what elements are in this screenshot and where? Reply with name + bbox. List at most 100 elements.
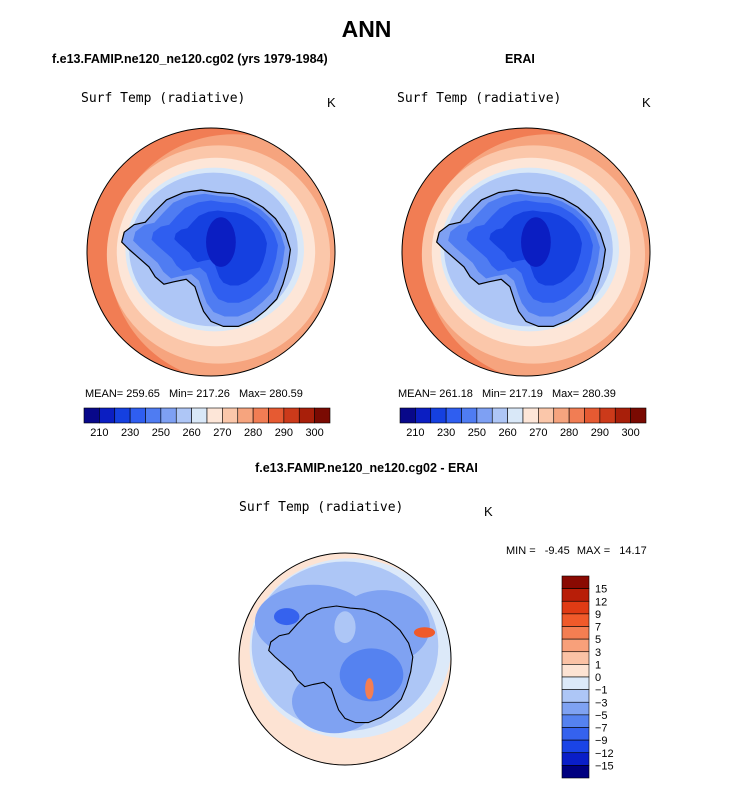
- colorbar-swatch: [461, 407, 478, 424]
- colorbar-swatch: [491, 407, 508, 424]
- colorbar-tick-label: 250: [468, 427, 486, 439]
- colorbar-swatch: [568, 407, 585, 424]
- continent-core-215: [521, 217, 551, 267]
- coastline: [121, 189, 292, 327]
- left-stats: MEAN= 259.65 Min= 217.26 Max= 280.59: [85, 388, 303, 400]
- colorbar-tick-label: 1: [595, 659, 601, 671]
- right-mean-value: 261.18: [439, 388, 473, 400]
- colorbar-swatch: [145, 407, 162, 424]
- diff-hotspot: [413, 627, 436, 638]
- right-min-label: Min=: [482, 388, 507, 400]
- colorbar-swatch: [507, 407, 524, 424]
- coastline: [436, 189, 607, 327]
- colorbar-swatch: [160, 407, 177, 424]
- left-max-value: 280.59: [269, 388, 303, 400]
- right-stats: MEAN= 261.18 Min= 217.19 Max= 280.39: [398, 388, 616, 400]
- left-max-label: Max=: [238, 388, 267, 400]
- diff-hotspot-2: [365, 678, 374, 700]
- diff-patch-m5: [339, 648, 404, 702]
- map-border: [86, 127, 336, 377]
- left-mean-label: MEAN=: [85, 388, 124, 400]
- colorbar-swatch: [584, 407, 601, 424]
- colorbar-tick-label: 300: [305, 427, 323, 439]
- colorbar-swatch: [191, 407, 208, 424]
- colorbar-tick-label: 300: [621, 427, 639, 439]
- colorbar-swatch: [561, 588, 590, 602]
- colorbar-swatch: [252, 407, 269, 424]
- map-1: [401, 127, 651, 377]
- main-title: ANN: [341, 16, 392, 42]
- left-panel-title: f.e13.FAMIP.ne120_ne120.cg02 (yrs 1979-1…: [52, 52, 328, 66]
- map-2: [238, 552, 452, 766]
- colorbar-tick-label: 290: [275, 427, 293, 439]
- colorbar-swatch: [314, 407, 331, 424]
- map-0: [86, 127, 336, 377]
- bottom-min-label: MIN =: [506, 545, 536, 557]
- colorbar-tick-label: 280: [244, 427, 262, 439]
- colorbar-1: 210 230 250 260 270 280 290 300: [399, 407, 647, 439]
- colorbar-swatch: [237, 407, 254, 424]
- colorbar-swatch: [129, 407, 146, 424]
- colorbar-swatch: [561, 676, 590, 690]
- colorbar-swatch: [114, 407, 131, 424]
- colorbar-swatch: [83, 407, 100, 424]
- colorbar-tick-label: −7: [595, 723, 608, 735]
- continent-core-215: [206, 217, 236, 267]
- colorbar-swatch: [268, 407, 285, 424]
- colorbar-swatch: [561, 664, 590, 678]
- colorbar-swatch: [561, 752, 590, 766]
- bottom-units-label: K: [484, 504, 493, 519]
- colorbar-tick-label: 210: [406, 427, 424, 439]
- colorbar-tick-label: 260: [498, 427, 516, 439]
- colorbar-tick-label: 5: [595, 634, 601, 646]
- colorbar-swatch: [614, 407, 631, 424]
- right-max-label: Max=: [551, 388, 580, 400]
- colorbar-tick-label: 260: [182, 427, 200, 439]
- colorbar-swatch: [415, 407, 432, 424]
- bottom-min-value: -9.45: [544, 545, 570, 557]
- left-mean-value: 259.65: [126, 388, 160, 400]
- colorbar-tick-label: 12: [595, 596, 607, 608]
- colorbar-tick-label: 15: [595, 584, 607, 596]
- right-units-label: K: [642, 95, 651, 110]
- colorbar-swatch: [599, 407, 616, 424]
- colorbar-tick-label: 0: [595, 672, 601, 684]
- colorbar-swatch: [561, 613, 590, 627]
- right-max-value: 280.39: [582, 388, 616, 400]
- colorbar-tick-label: 250: [152, 427, 170, 439]
- left-variable-label: Surf Temp (radiative): [81, 91, 246, 106]
- colorbar-tick-label: 230: [437, 427, 455, 439]
- colorbar-tick-label: −12: [595, 748, 614, 760]
- colorbar-swatch: [561, 701, 590, 716]
- right-mean-label: MEAN=: [398, 388, 437, 400]
- colorbar-tick-label: 280: [560, 427, 578, 439]
- right-variable-label: Surf Temp (radiative): [397, 91, 562, 106]
- colorbar-tick-label: −3: [595, 697, 608, 709]
- colorbar-swatch: [538, 407, 555, 424]
- left-units-label: K: [327, 95, 336, 110]
- diff-map-border: [238, 552, 452, 766]
- colorbar-tick-label: 290: [591, 427, 609, 439]
- colorbar-tick-label: −1: [595, 685, 608, 697]
- right-min-value: 217.19: [509, 388, 543, 400]
- colorbar-swatch: [206, 407, 223, 424]
- colorbar-swatch: [561, 689, 590, 703]
- colorbar-tick-label: 7: [595, 622, 601, 634]
- map-1-field: [402, 128, 650, 376]
- colorbar-swatch: [399, 407, 416, 424]
- colorbar-tick-label: 270: [529, 427, 547, 439]
- colorbar-swatch: [561, 765, 590, 779]
- diff-patch-m7: [273, 608, 300, 626]
- bottom-max-value: 14.17: [619, 545, 647, 557]
- bottom-stats: MIN = -9.45 MAX = 14.17: [506, 545, 647, 557]
- colorbar-swatch: [430, 407, 447, 424]
- colorbar-swatch: [561, 714, 590, 728]
- map-0-field: [87, 128, 335, 376]
- colorbar-tick-label: −9: [595, 735, 608, 747]
- colorbar-swatch: [561, 575, 590, 589]
- colorbar-swatch: [283, 407, 300, 424]
- colorbar-swatch: [298, 407, 315, 424]
- colorbar-swatch: [222, 407, 239, 424]
